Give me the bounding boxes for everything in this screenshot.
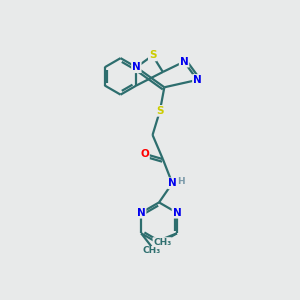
Text: N: N <box>193 75 202 85</box>
Text: H: H <box>177 177 185 186</box>
Text: N: N <box>168 178 177 188</box>
Text: S: S <box>156 106 164 116</box>
Text: O: O <box>140 149 149 159</box>
Text: N: N <box>180 57 188 67</box>
Text: CH₃: CH₃ <box>143 247 161 256</box>
Text: CH₃: CH₃ <box>153 238 171 247</box>
Text: S: S <box>149 50 156 61</box>
Text: N: N <box>132 62 141 72</box>
Text: N: N <box>137 208 146 218</box>
Text: N: N <box>172 208 181 218</box>
